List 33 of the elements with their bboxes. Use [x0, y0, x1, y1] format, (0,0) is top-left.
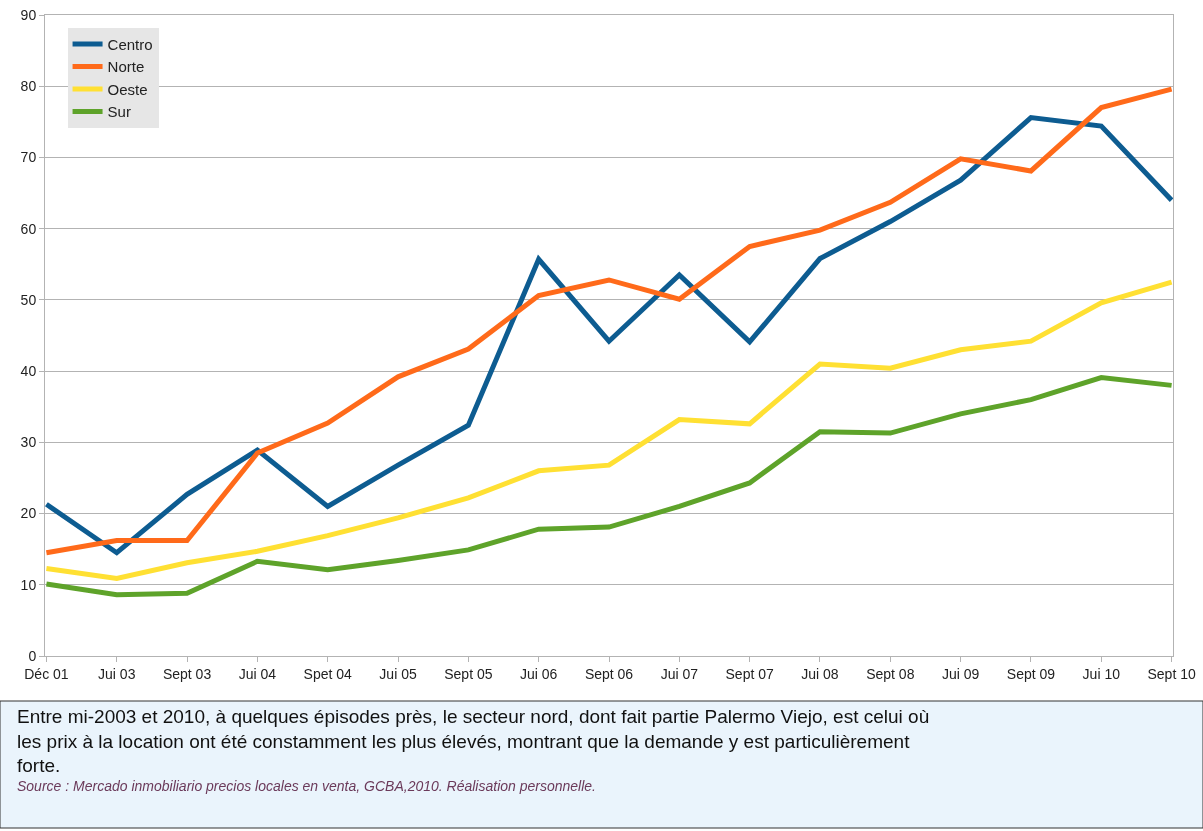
legend-label: Sur: [107, 103, 131, 121]
x-tick-label: Sept 10: [1147, 665, 1196, 682]
legend-label: Oeste: [107, 80, 148, 98]
x-tick-label: Jui 05: [379, 665, 417, 682]
y-tick-label: 80: [20, 78, 37, 95]
x-tick-label: Sept 09: [1006, 665, 1056, 682]
x-tick-label: Sept 07: [725, 665, 774, 682]
y-tick-label: 70: [20, 149, 37, 166]
y-tick-label: 10: [20, 576, 37, 593]
x-tick-label: Déc 01: [24, 665, 69, 682]
x-tick-label: Jui 03: [98, 665, 136, 682]
y-tick-label: 20: [20, 505, 37, 522]
legend-label: Centro: [107, 35, 153, 53]
x-tick-label: Jui 08: [801, 665, 839, 682]
x-tick-label: Sept 03: [162, 665, 212, 682]
y-tick-label: 30: [20, 434, 37, 451]
x-tick-label: Jui 04: [238, 665, 277, 682]
source-note: Source : Mercado inmobiliario precios locales en venta, GCBA,2010. Réalisation personnelle.: [17, 778, 596, 794]
y-tick-label: 50: [20, 291, 37, 308]
x-tick-label: Jui 07: [660, 665, 699, 682]
x-tick-label: Jui 10: [1082, 665, 1121, 682]
x-tick-label: Spet 04: [303, 665, 353, 682]
x-tick-label: Jui 09: [941, 665, 980, 682]
x-tick-label: Jui 06: [520, 665, 558, 682]
y-tick-label: 40: [20, 363, 37, 380]
x-tick-label: Sept 08: [866, 665, 915, 682]
x-tick-label: Sept 05: [444, 665, 493, 682]
y-tick-label: 60: [20, 220, 37, 237]
y-tick-label: 90: [20, 6, 37, 23]
legend-label: Norte: [107, 58, 145, 76]
y-tick-label: 0: [28, 647, 37, 664]
x-tick-label: Sept 06: [584, 665, 634, 682]
text: Entre mi-2003 et 2010, à quelques épisodes près, le secteur nord, dont fait partie Palermo Viejo, est celui où les prix à la location ont été constamment les plus élevés, montrant que la demande y est particulièrement forte.: [17, 706, 930, 777]
